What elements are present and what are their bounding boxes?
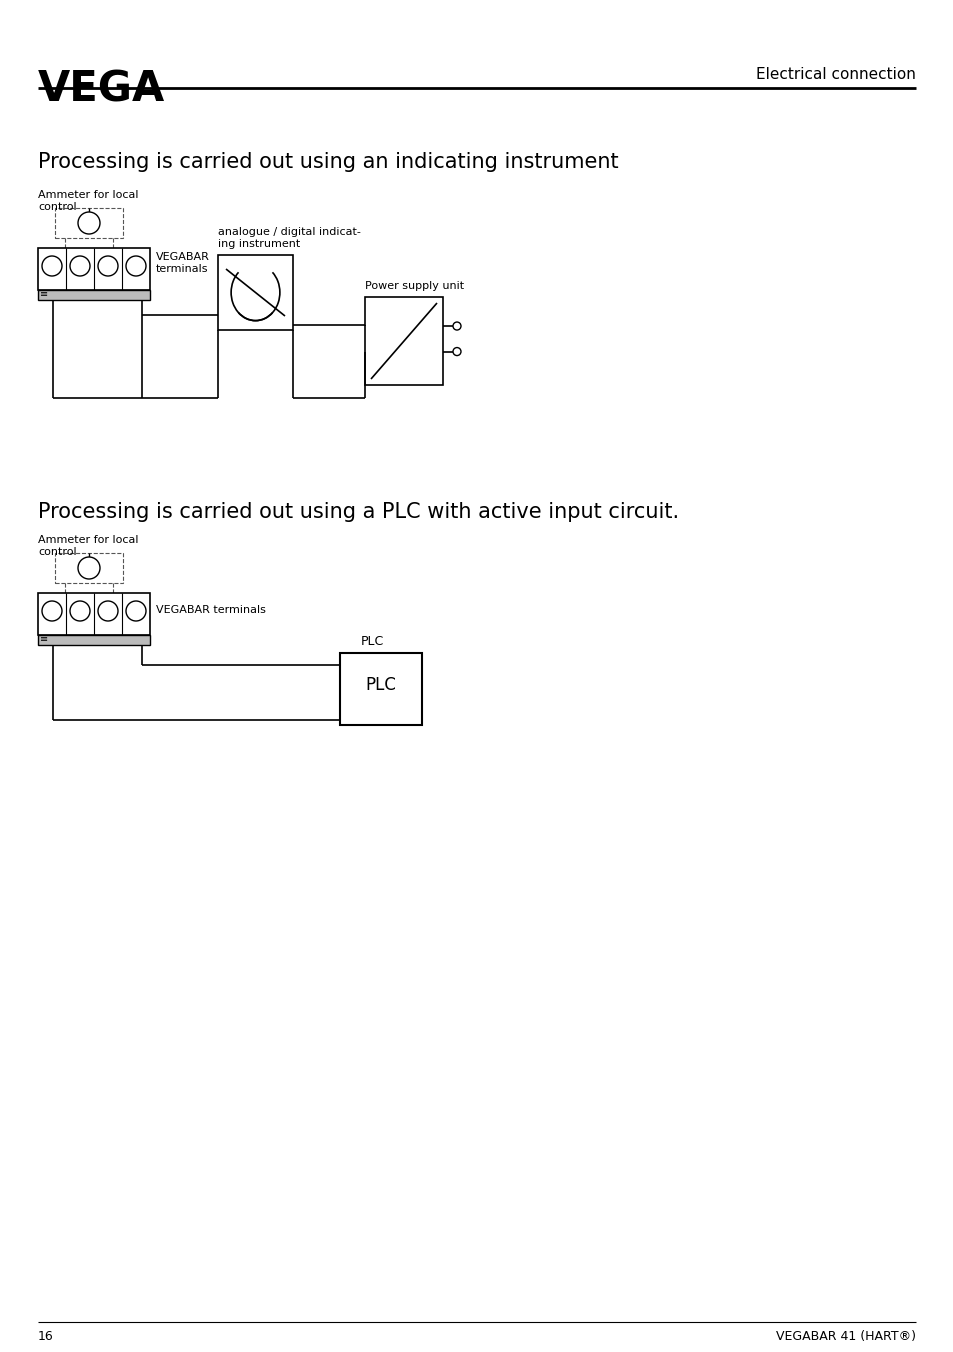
- Text: Electrical connection: Electrical connection: [756, 68, 915, 82]
- Text: Ammeter for local
control: Ammeter for local control: [38, 535, 138, 557]
- Text: Processing is carried out using a PLC with active input circuit.: Processing is carried out using a PLC wi…: [38, 502, 679, 522]
- Text: Processing is carried out using an indicating instrument: Processing is carried out using an indic…: [38, 151, 618, 172]
- Circle shape: [78, 212, 100, 234]
- Circle shape: [453, 322, 460, 330]
- Text: PLC: PLC: [360, 635, 384, 648]
- Bar: [339, 653, 421, 725]
- Circle shape: [42, 602, 62, 621]
- Bar: [218, 256, 293, 330]
- Circle shape: [453, 347, 460, 356]
- Circle shape: [70, 602, 90, 621]
- Text: Ammeter for local
control: Ammeter for local control: [38, 191, 138, 212]
- Bar: [55, 208, 123, 238]
- Bar: [38, 594, 150, 635]
- Circle shape: [126, 256, 146, 276]
- Text: VEGA: VEGA: [38, 68, 165, 110]
- Circle shape: [78, 557, 100, 579]
- Text: Power supply unit: Power supply unit: [365, 281, 464, 291]
- Bar: [38, 635, 150, 645]
- Text: VEGABAR
terminals: VEGABAR terminals: [156, 251, 210, 273]
- Text: PLC: PLC: [365, 676, 396, 694]
- Text: analogue / digital indicat-
ing instrument: analogue / digital indicat- ing instrume…: [218, 227, 360, 249]
- Bar: [38, 289, 150, 300]
- Circle shape: [98, 256, 118, 276]
- Circle shape: [70, 256, 90, 276]
- Text: VEGABAR terminals: VEGABAR terminals: [156, 604, 266, 615]
- Text: 16: 16: [38, 1330, 53, 1343]
- Text: VEGABAR 41 (HART®): VEGABAR 41 (HART®): [775, 1330, 915, 1343]
- Circle shape: [126, 602, 146, 621]
- Circle shape: [42, 256, 62, 276]
- Circle shape: [98, 602, 118, 621]
- Bar: [55, 553, 123, 583]
- Bar: [365, 297, 442, 385]
- Text: ≡: ≡: [40, 634, 48, 644]
- Text: ≡: ≡: [40, 289, 48, 299]
- Bar: [38, 247, 150, 289]
